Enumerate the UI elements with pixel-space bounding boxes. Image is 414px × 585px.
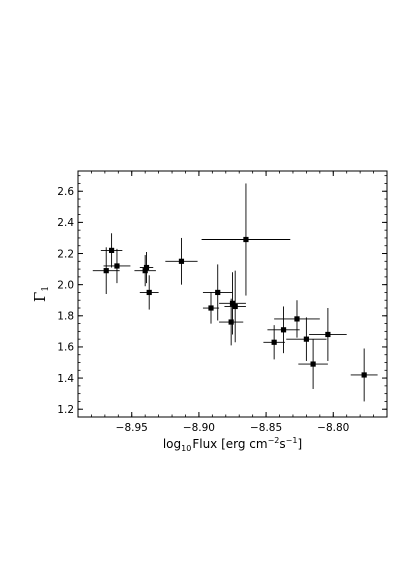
data-point bbox=[114, 263, 120, 269]
data-point-group bbox=[100, 233, 123, 268]
data-point bbox=[232, 303, 238, 310]
data-point bbox=[310, 361, 316, 367]
y-axis-ticks: 1.2 1.4 1.6 1.8 2.0 2.2 2.4 2.6 bbox=[57, 175, 387, 416]
data-point bbox=[294, 316, 300, 322]
x-axis-label-end: ] bbox=[297, 437, 302, 451]
data-point-group bbox=[92, 247, 120, 294]
x-axis-label-log: log bbox=[163, 437, 181, 451]
plot-frame bbox=[77, 170, 388, 418]
data-point bbox=[325, 331, 331, 338]
y-tick-label: 2.6 bbox=[57, 186, 74, 198]
data-point-group bbox=[298, 339, 328, 389]
x-tick-label: −8.95 bbox=[116, 422, 148, 434]
data-point-group bbox=[263, 325, 285, 360]
y-axis-label-main: Γ bbox=[31, 292, 49, 302]
data-point-group bbox=[202, 292, 220, 324]
data-point-group bbox=[274, 300, 320, 338]
data-point bbox=[208, 305, 214, 311]
data-point bbox=[142, 268, 148, 274]
x-axis-label-exp2: −1 bbox=[286, 436, 298, 445]
data-point bbox=[271, 339, 277, 345]
data-point-group bbox=[309, 308, 347, 361]
x-tick-label: −8.80 bbox=[317, 422, 349, 434]
y-axis-label: Γ1 bbox=[31, 286, 51, 302]
data-point-group bbox=[139, 251, 154, 284]
data-point bbox=[228, 319, 234, 325]
data-point-group bbox=[224, 270, 246, 343]
data-point-group bbox=[134, 255, 156, 287]
data-point bbox=[108, 247, 115, 254]
data-point-group bbox=[219, 272, 246, 335]
data-point bbox=[243, 236, 249, 243]
data-point-group bbox=[103, 248, 131, 284]
x-axis-label-sub: 10 bbox=[181, 444, 191, 453]
x-tick-label: −8.90 bbox=[183, 422, 215, 434]
y-tick-label: 1.6 bbox=[57, 342, 74, 354]
y-tick-label: 1.2 bbox=[57, 404, 74, 416]
data-point bbox=[215, 289, 221, 296]
y-tick-label: 1.8 bbox=[57, 311, 74, 323]
data-point-group bbox=[286, 317, 327, 361]
data-point bbox=[143, 264, 150, 271]
data-point-group bbox=[202, 264, 233, 321]
data-point bbox=[280, 327, 287, 333]
x-axis-ticks: −8.95 −8.90 −8.85 −8.80 bbox=[91, 171, 374, 434]
x-axis-label-exp1: −2 bbox=[268, 436, 280, 445]
data-point bbox=[303, 336, 309, 342]
y-tick-label: 2.2 bbox=[57, 248, 74, 260]
y-tick-label: 2.0 bbox=[57, 279, 74, 291]
data-point-group bbox=[201, 183, 291, 296]
y-tick-label: 2.4 bbox=[57, 217, 74, 229]
data-point-group bbox=[165, 237, 198, 285]
x-axis-label-mid: s bbox=[279, 437, 285, 451]
data-point bbox=[361, 372, 367, 378]
data-point bbox=[103, 268, 109, 274]
data-point-group bbox=[139, 275, 159, 310]
y-tick-label: 1.4 bbox=[57, 373, 74, 385]
x-axis-label-text: Flux [erg cm bbox=[192, 437, 267, 451]
x-axis-label: log10Flux [erg cm−2s−1] bbox=[163, 436, 302, 453]
data-point-group bbox=[267, 306, 300, 354]
x-tick-label: −8.85 bbox=[250, 422, 282, 434]
data-point bbox=[146, 289, 152, 296]
data-series bbox=[92, 183, 378, 402]
y-axis-label-sub: 1 bbox=[41, 286, 51, 292]
data-point bbox=[178, 258, 185, 264]
data-point bbox=[229, 300, 236, 306]
data-point-group bbox=[350, 348, 378, 402]
